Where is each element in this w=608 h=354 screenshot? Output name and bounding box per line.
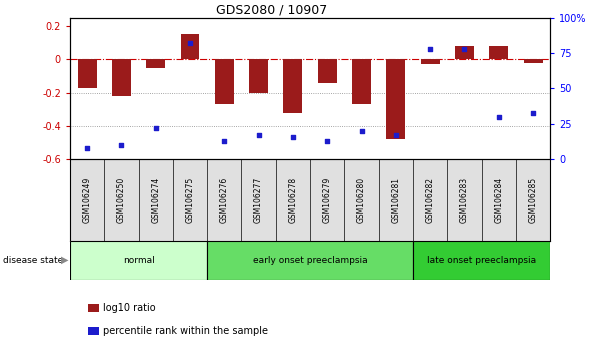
Text: GSM106282: GSM106282	[426, 177, 435, 223]
Text: percentile rank within the sample: percentile rank within the sample	[103, 326, 268, 336]
Text: disease state: disease state	[3, 256, 63, 265]
Point	[494, 114, 503, 120]
Point	[185, 40, 195, 46]
Point	[82, 145, 92, 151]
Point	[391, 132, 401, 138]
Point	[117, 142, 126, 148]
Text: GSM106277: GSM106277	[254, 177, 263, 223]
Text: GSM106249: GSM106249	[83, 177, 92, 223]
Bar	[318, 59, 337, 83]
Bar	[283, 59, 302, 113]
Bar	[215, 59, 233, 104]
Bar	[387, 59, 406, 139]
Text: GSM106274: GSM106274	[151, 177, 160, 223]
Text: GSM106284: GSM106284	[494, 177, 503, 223]
Text: GSM106250: GSM106250	[117, 177, 126, 223]
Point	[425, 46, 435, 52]
Bar	[413, 241, 550, 280]
Text: normal: normal	[123, 256, 154, 265]
Bar	[489, 46, 508, 59]
Point	[288, 134, 298, 139]
Bar	[523, 59, 542, 63]
Bar	[147, 59, 165, 68]
Text: early onset preeclampsia: early onset preeclampsia	[253, 256, 367, 265]
Text: GSM106275: GSM106275	[185, 177, 195, 223]
Point	[322, 138, 332, 144]
Bar	[249, 59, 268, 93]
Point	[151, 125, 161, 131]
Bar	[455, 46, 474, 59]
Text: GSM106281: GSM106281	[392, 177, 400, 223]
Text: GSM106279: GSM106279	[323, 177, 332, 223]
Point	[219, 138, 229, 144]
Bar	[421, 59, 440, 64]
Text: GSM106285: GSM106285	[528, 177, 537, 223]
Bar	[78, 59, 97, 88]
Text: log10 ratio: log10 ratio	[103, 303, 156, 313]
Bar	[352, 59, 371, 104]
Text: ▶: ▶	[61, 255, 68, 265]
Bar	[181, 34, 199, 59]
Text: GSM106278: GSM106278	[288, 177, 297, 223]
Text: GSM106283: GSM106283	[460, 177, 469, 223]
Point	[254, 132, 263, 138]
Bar	[112, 59, 131, 96]
Text: GSM106276: GSM106276	[220, 177, 229, 223]
Text: late onset preeclampsia: late onset preeclampsia	[427, 256, 536, 265]
Title: GDS2080 / 10907: GDS2080 / 10907	[216, 4, 327, 17]
Point	[460, 46, 469, 52]
Bar	[70, 241, 207, 280]
Bar	[207, 241, 413, 280]
Text: GSM106280: GSM106280	[357, 177, 366, 223]
Point	[357, 128, 367, 134]
Point	[528, 110, 538, 115]
